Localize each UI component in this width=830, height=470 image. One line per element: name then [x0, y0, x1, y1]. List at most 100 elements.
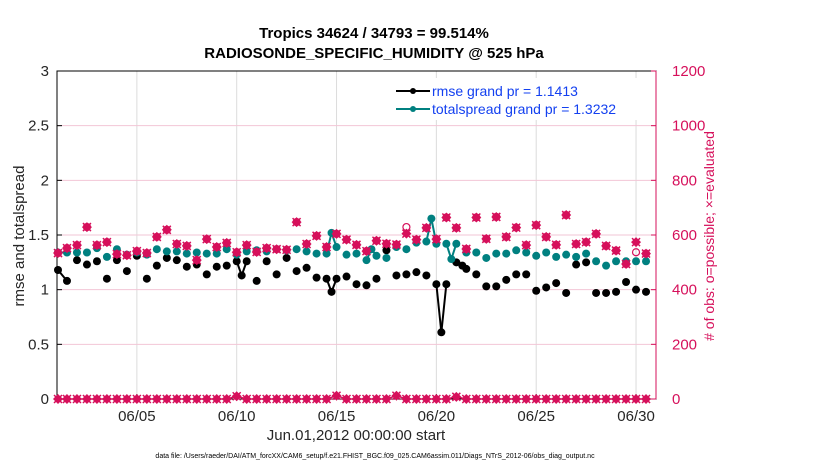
marker-cross — [591, 394, 601, 404]
y-axis-label: rmse and totalspread — [11, 166, 28, 307]
obs-evaluated-point — [361, 246, 372, 257]
marker-cross — [341, 394, 352, 404]
marker-cross — [182, 394, 192, 404]
rmse-point — [392, 271, 401, 280]
marker-cross — [491, 212, 501, 222]
obs-rejected-point — [551, 394, 562, 404]
marker-cross — [53, 248, 63, 258]
totalspread-point — [552, 252, 561, 261]
obs-evaluated-point — [271, 244, 282, 255]
marker-cross — [421, 394, 431, 404]
marker-cross — [242, 394, 252, 404]
obs-evaluated-point — [52, 248, 63, 259]
obs-rejected-point — [541, 394, 552, 404]
obs-rejected-point — [131, 394, 142, 404]
obs-evaluated-point — [411, 234, 422, 245]
grid — [57, 71, 656, 399]
totalspread-point — [452, 239, 461, 248]
marker-cross — [371, 236, 381, 246]
totalspread-point — [312, 249, 321, 258]
y-tick-label-right: 200 — [672, 336, 697, 353]
obs-evaluated-point — [501, 231, 512, 242]
marker-cross — [571, 239, 581, 249]
marker-cross — [431, 234, 441, 244]
obs-evaluated-point — [511, 222, 522, 233]
obs-rejected-point — [411, 394, 422, 404]
obs-evaluated-point — [401, 228, 412, 239]
marker-cross — [172, 394, 182, 404]
marker-cross — [252, 394, 262, 404]
obs-evaluated-point — [291, 217, 302, 228]
totalspread-point — [512, 246, 521, 255]
marker-cross — [292, 394, 302, 404]
obs-rejected-point — [221, 394, 232, 404]
y-tick-label-right: 0 — [672, 391, 680, 408]
totalspread-point — [422, 237, 431, 246]
obs-rejected-point — [621, 394, 632, 404]
obs-evaluated-point — [391, 239, 402, 250]
obs-rejected-point — [241, 394, 252, 404]
totalspread-point — [322, 249, 331, 258]
rmse-point — [372, 274, 381, 283]
totalspread-point — [442, 239, 451, 248]
rmse-point — [72, 256, 81, 265]
marker-cross — [272, 394, 282, 404]
obs-rejected-point — [91, 394, 102, 404]
obs-rejected-point — [231, 391, 242, 402]
totalspread-point — [382, 253, 391, 262]
y-tick-label: 1.5 — [28, 227, 49, 244]
legend-label-rmse: rmse grand pr = 1.1413 — [432, 83, 578, 99]
rmse-point — [412, 268, 421, 277]
marker-cross — [152, 232, 162, 242]
rmse-point — [262, 257, 271, 266]
totalspread-point — [202, 249, 211, 258]
marker-cross — [72, 240, 82, 250]
obs-rejected-point — [321, 394, 332, 404]
obs-evaluated-point — [111, 249, 122, 260]
rmse-point — [82, 260, 91, 269]
obs-evaluated-point — [121, 250, 132, 261]
totalspread-point — [632, 257, 641, 266]
marker-cross — [282, 394, 292, 404]
marker-cross — [252, 247, 262, 257]
obs-rejected-point — [191, 394, 202, 404]
marker-cross — [102, 237, 112, 247]
totalspread-point — [482, 253, 491, 262]
obs-evaluated-point — [491, 211, 502, 222]
rmse-point — [352, 280, 361, 289]
obs-evaluated-point — [201, 234, 212, 245]
obs-evaluated-point — [551, 239, 562, 250]
obs-evaluated-point — [341, 234, 352, 245]
obs-evaluated-point — [531, 220, 542, 231]
obs-evaluated-point — [561, 210, 572, 221]
obs-evaluated-point — [161, 224, 172, 235]
marker-cross — [332, 229, 342, 239]
marker-cross — [312, 394, 322, 404]
totalspread-point — [472, 248, 481, 257]
obs-evaluated-point — [241, 240, 252, 251]
obs-rejected-point — [631, 394, 642, 404]
marker-cross — [92, 394, 102, 404]
obs-rejected-point — [521, 394, 532, 404]
totalspread-point — [222, 245, 231, 254]
obs-rejected-point — [481, 394, 492, 404]
rmse-point — [332, 274, 341, 283]
legend-marker-totalspread — [410, 106, 416, 112]
obs-evaluated-point — [61, 243, 72, 254]
marker-cross — [451, 223, 461, 233]
obs-evaluated-point — [451, 222, 462, 233]
obs-evaluated-point — [611, 245, 622, 256]
obs-evaluated-point — [371, 235, 382, 246]
rmse-point — [312, 273, 321, 282]
y-tick-label: 3 — [41, 63, 49, 80]
obs-rejected-point — [291, 394, 302, 404]
marker-cross — [212, 394, 222, 404]
obs-evaluated-point — [621, 258, 632, 269]
marker-cross — [641, 249, 651, 259]
totalspread-point — [82, 248, 91, 257]
rmse-point — [252, 276, 261, 285]
y-axis-label-right: # of obs: o=possible; ×=evaluated — [701, 131, 717, 341]
obs-rejected-point — [281, 394, 292, 404]
obs-evaluated-point — [331, 228, 342, 239]
totalspread-point — [592, 257, 601, 266]
